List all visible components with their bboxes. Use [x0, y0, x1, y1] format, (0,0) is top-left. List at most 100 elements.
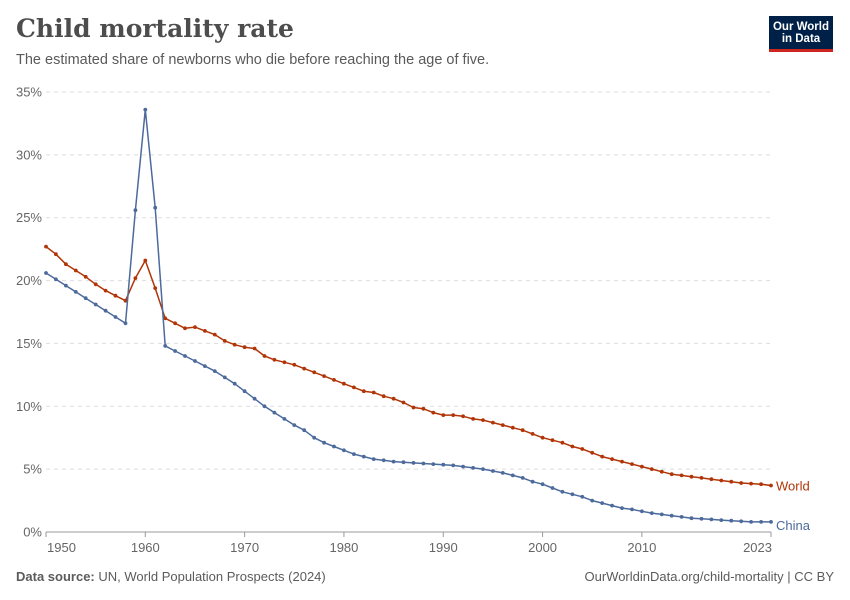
- data-point[interactable]: [183, 326, 187, 331]
- data-point[interactable]: [699, 516, 704, 521]
- data-point[interactable]: [183, 354, 187, 358]
- data-point[interactable]: [212, 369, 217, 373]
- data-point[interactable]: [54, 277, 58, 282]
- data-point[interactable]: [580, 447, 585, 451]
- data-point[interactable]: [749, 481, 753, 486]
- data-point[interactable]: [44, 271, 48, 275]
- series-china[interactable]: China: [44, 107, 811, 533]
- data-point[interactable]: [560, 440, 565, 445]
- data-point[interactable]: [540, 435, 545, 440]
- data-point[interactable]: [659, 512, 664, 517]
- data-point[interactable]: [361, 454, 366, 459]
- data-point[interactable]: [73, 268, 78, 273]
- data-point[interactable]: [530, 432, 535, 436]
- data-point[interactable]: [461, 464, 465, 469]
- data-point[interactable]: [252, 396, 257, 401]
- data-point[interactable]: [54, 252, 58, 257]
- data-point[interactable]: [193, 359, 197, 363]
- data-point[interactable]: [719, 518, 724, 522]
- data-point[interactable]: [600, 501, 605, 505]
- data-point[interactable]: [212, 332, 217, 337]
- data-point[interactable]: [570, 492, 575, 497]
- data-point[interactable]: [421, 406, 426, 411]
- data-point[interactable]: [252, 346, 257, 351]
- data-point[interactable]: [143, 258, 148, 263]
- data-point[interactable]: [530, 479, 535, 484]
- data-point[interactable]: [620, 459, 624, 464]
- data-point[interactable]: [391, 459, 396, 464]
- data-point[interactable]: [193, 325, 197, 329]
- credit-link[interactable]: OurWorldinData.org/child-mortality | CC …: [584, 569, 835, 584]
- data-point[interactable]: [590, 498, 595, 503]
- data-point[interactable]: [64, 283, 68, 288]
- data-point[interactable]: [73, 290, 78, 294]
- data-point[interactable]: [709, 517, 714, 522]
- data-point[interactable]: [371, 390, 376, 395]
- data-point[interactable]: [93, 302, 98, 307]
- data-point[interactable]: [431, 410, 436, 415]
- data-point[interactable]: [520, 476, 525, 480]
- data-point[interactable]: [769, 520, 773, 524]
- data-point[interactable]: [719, 478, 724, 483]
- data-point[interactable]: [540, 482, 545, 487]
- data-point[interactable]: [153, 205, 158, 210]
- data-point[interactable]: [441, 462, 446, 467]
- data-point[interactable]: [510, 425, 515, 430]
- data-point[interactable]: [292, 423, 297, 427]
- data-point[interactable]: [163, 316, 168, 321]
- data-point[interactable]: [669, 513, 674, 518]
- data-point[interactable]: [242, 389, 247, 394]
- data-point[interactable]: [630, 507, 634, 512]
- data-point[interactable]: [451, 463, 456, 468]
- data-point[interactable]: [381, 394, 386, 399]
- data-point[interactable]: [491, 469, 495, 473]
- data-point[interactable]: [143, 107, 148, 112]
- data-point[interactable]: [342, 448, 346, 453]
- data-point[interactable]: [163, 344, 168, 348]
- data-point[interactable]: [123, 298, 128, 303]
- data-point[interactable]: [759, 520, 763, 524]
- data-point[interactable]: [739, 519, 744, 524]
- data-point[interactable]: [302, 366, 307, 371]
- data-point[interactable]: [312, 435, 317, 440]
- data-point[interactable]: [232, 381, 237, 386]
- data-point[interactable]: [620, 506, 624, 510]
- data-point[interactable]: [659, 469, 664, 474]
- data-point[interactable]: [44, 244, 48, 249]
- data-point[interactable]: [461, 414, 465, 419]
- series-label-world[interactable]: World: [776, 478, 810, 493]
- data-point[interactable]: [560, 489, 565, 494]
- data-point[interactable]: [292, 362, 297, 367]
- data-point[interactable]: [699, 476, 704, 480]
- data-point[interactable]: [262, 354, 267, 358]
- data-point[interactable]: [590, 450, 595, 455]
- data-point[interactable]: [203, 329, 207, 333]
- data-point[interactable]: [580, 494, 585, 499]
- data-point[interactable]: [322, 374, 326, 378]
- data-point[interactable]: [411, 405, 416, 410]
- data-point[interactable]: [242, 345, 247, 350]
- data-point[interactable]: [113, 293, 118, 298]
- data-point[interactable]: [272, 410, 277, 415]
- series-world[interactable]: World: [44, 244, 810, 494]
- data-point[interactable]: [679, 515, 684, 519]
- data-point[interactable]: [282, 360, 287, 365]
- data-point[interactable]: [332, 378, 336, 382]
- data-point[interactable]: [302, 428, 307, 433]
- data-point[interactable]: [361, 389, 366, 394]
- data-point[interactable]: [352, 452, 356, 456]
- data-point[interactable]: [709, 477, 714, 482]
- data-point[interactable]: [550, 438, 555, 443]
- data-point[interactable]: [232, 342, 237, 347]
- data-point[interactable]: [381, 458, 386, 463]
- data-point[interactable]: [649, 467, 654, 471]
- data-point[interactable]: [222, 375, 227, 380]
- data-point[interactable]: [391, 396, 396, 401]
- data-point[interactable]: [173, 321, 178, 326]
- owid-logo[interactable]: Our World in Data: [769, 16, 833, 52]
- data-point[interactable]: [103, 288, 108, 293]
- data-source-text[interactable]: UN, World Population Prospects (2024): [98, 569, 326, 584]
- data-point[interactable]: [640, 509, 644, 514]
- series-line-china[interactable]: [45, 108, 771, 523]
- data-point[interactable]: [739, 481, 744, 485]
